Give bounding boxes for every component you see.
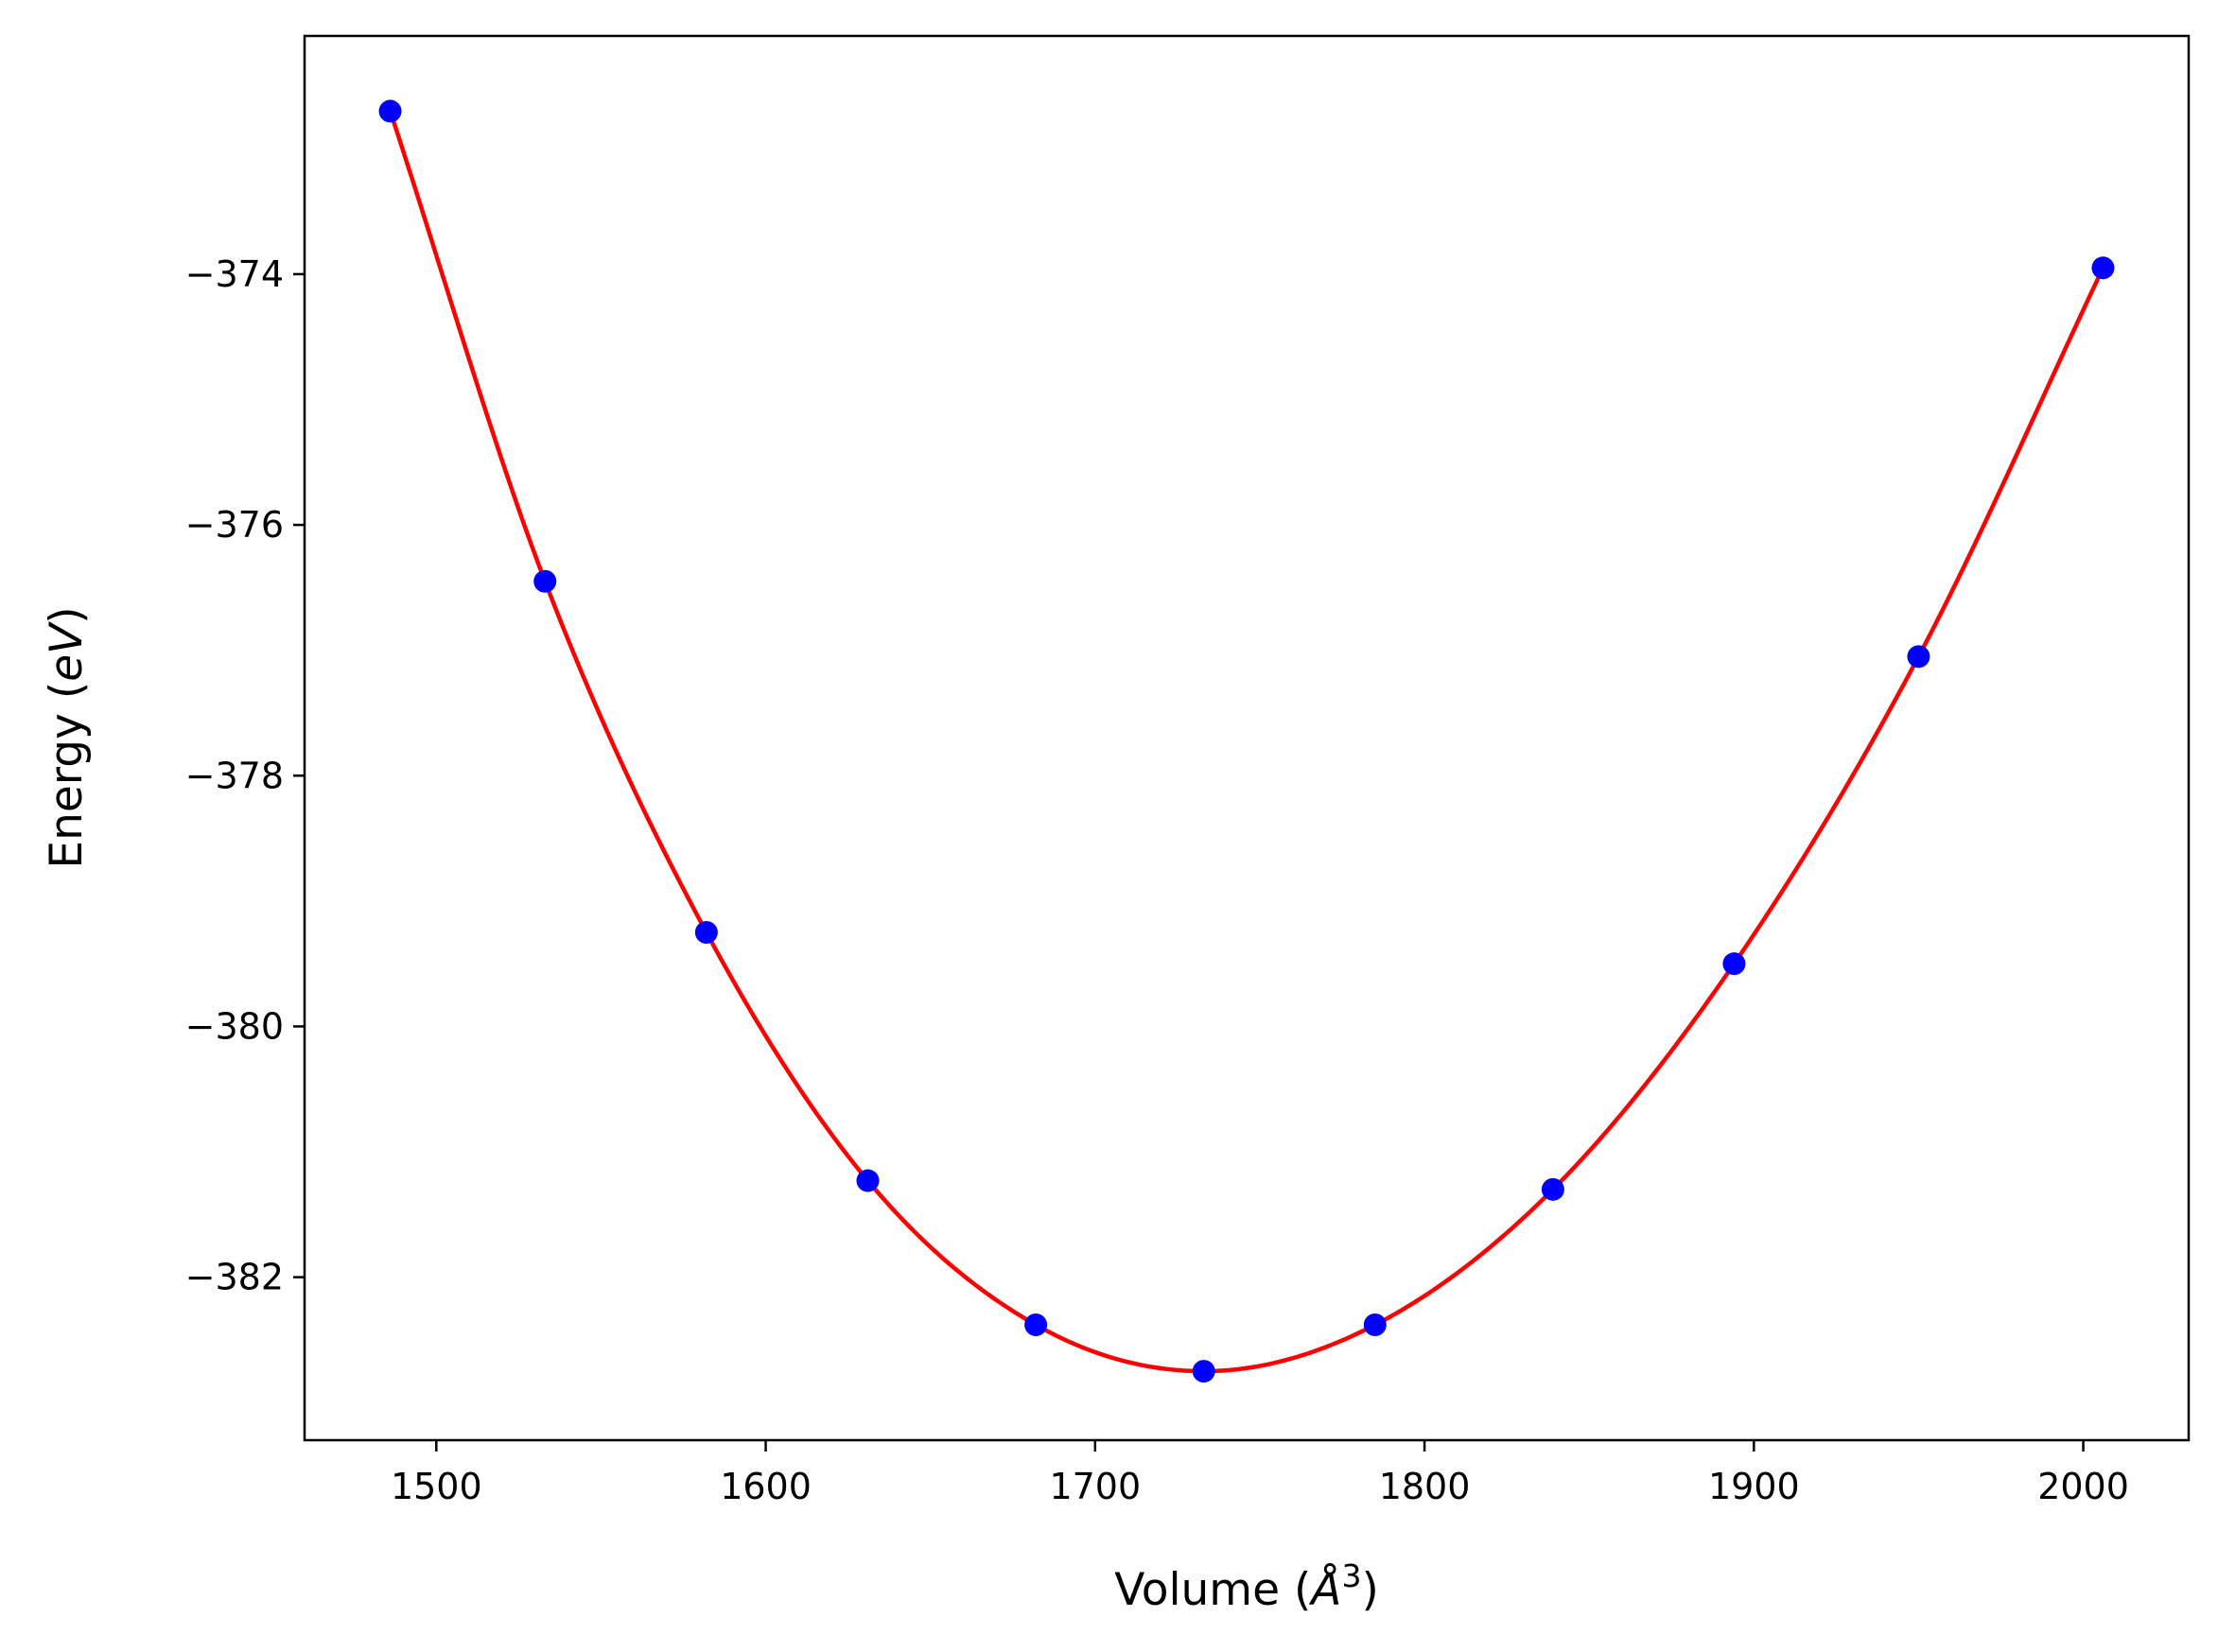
x-tick-label: 1900	[1708, 1466, 1800, 1507]
y-tick-label: −378	[185, 755, 284, 796]
y-axis-label: Energy (eV)	[41, 606, 93, 868]
x-tick-label: 1700	[1049, 1466, 1141, 1507]
x-tick-label: 2000	[2037, 1466, 2129, 1507]
data-point	[694, 921, 718, 945]
x-tick-label: 1500	[391, 1466, 482, 1507]
y-tick-label: −380	[185, 1005, 284, 1047]
data-point	[1907, 645, 1930, 669]
data-point	[1024, 1313, 1048, 1337]
data-points-layer	[378, 99, 2115, 1383]
ticks-layer: 1500 1600 1700 1800 1900 2000 −374 −376 −378 −380…	[185, 253, 2129, 1507]
x-tick-label: 1800	[1379, 1466, 1471, 1507]
y-tick-label: −376	[185, 504, 284, 546]
data-point	[533, 569, 557, 593]
data-point	[856, 1169, 880, 1192]
x-axis-label: Volume (Å3)	[1114, 1557, 1379, 1617]
data-point	[378, 99, 402, 123]
data-point	[1192, 1360, 1215, 1383]
data-point	[2091, 256, 2115, 280]
data-point	[1363, 1313, 1387, 1337]
data-point	[1722, 952, 1746, 976]
y-tick-label: −382	[185, 1257, 284, 1298]
plot-frame	[303, 34, 2191, 1442]
x-tick-label: 1600	[720, 1466, 812, 1507]
y-tick-label: −374	[185, 253, 284, 295]
data-point	[1541, 1177, 1564, 1201]
plot-area	[305, 36, 2189, 1440]
